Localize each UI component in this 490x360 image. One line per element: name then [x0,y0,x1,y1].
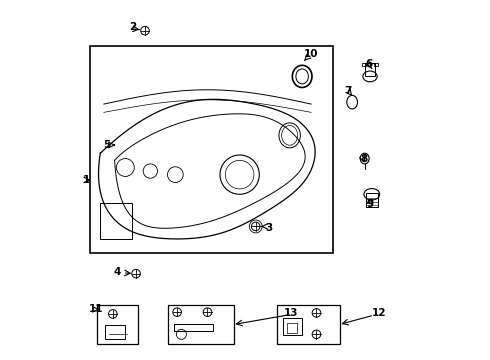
Bar [283,318,302,336]
Bar [90,46,333,253]
Bar [366,193,377,207]
Text: 10: 10 [304,49,318,59]
Text: 5: 5 [103,140,110,150]
Bar [100,203,132,239]
Bar [105,325,124,339]
Bar [287,323,297,333]
Bar [173,324,213,331]
Bar [362,63,367,66]
Bar [373,63,378,66]
Bar [168,305,234,344]
Text: 7: 7 [344,86,351,96]
Bar [97,305,138,344]
Text: 4: 4 [114,267,121,277]
Bar [365,63,375,76]
Text: 3: 3 [265,222,272,233]
Text: 6: 6 [366,59,373,69]
Text: 2: 2 [129,22,136,32]
Text: 1: 1 [82,175,90,185]
Text: 8: 8 [360,154,367,164]
Text: 12: 12 [372,308,386,318]
Text: 11: 11 [88,304,103,314]
Bar [277,305,340,344]
Text: 13: 13 [284,308,299,318]
Text: 9: 9 [367,199,373,209]
